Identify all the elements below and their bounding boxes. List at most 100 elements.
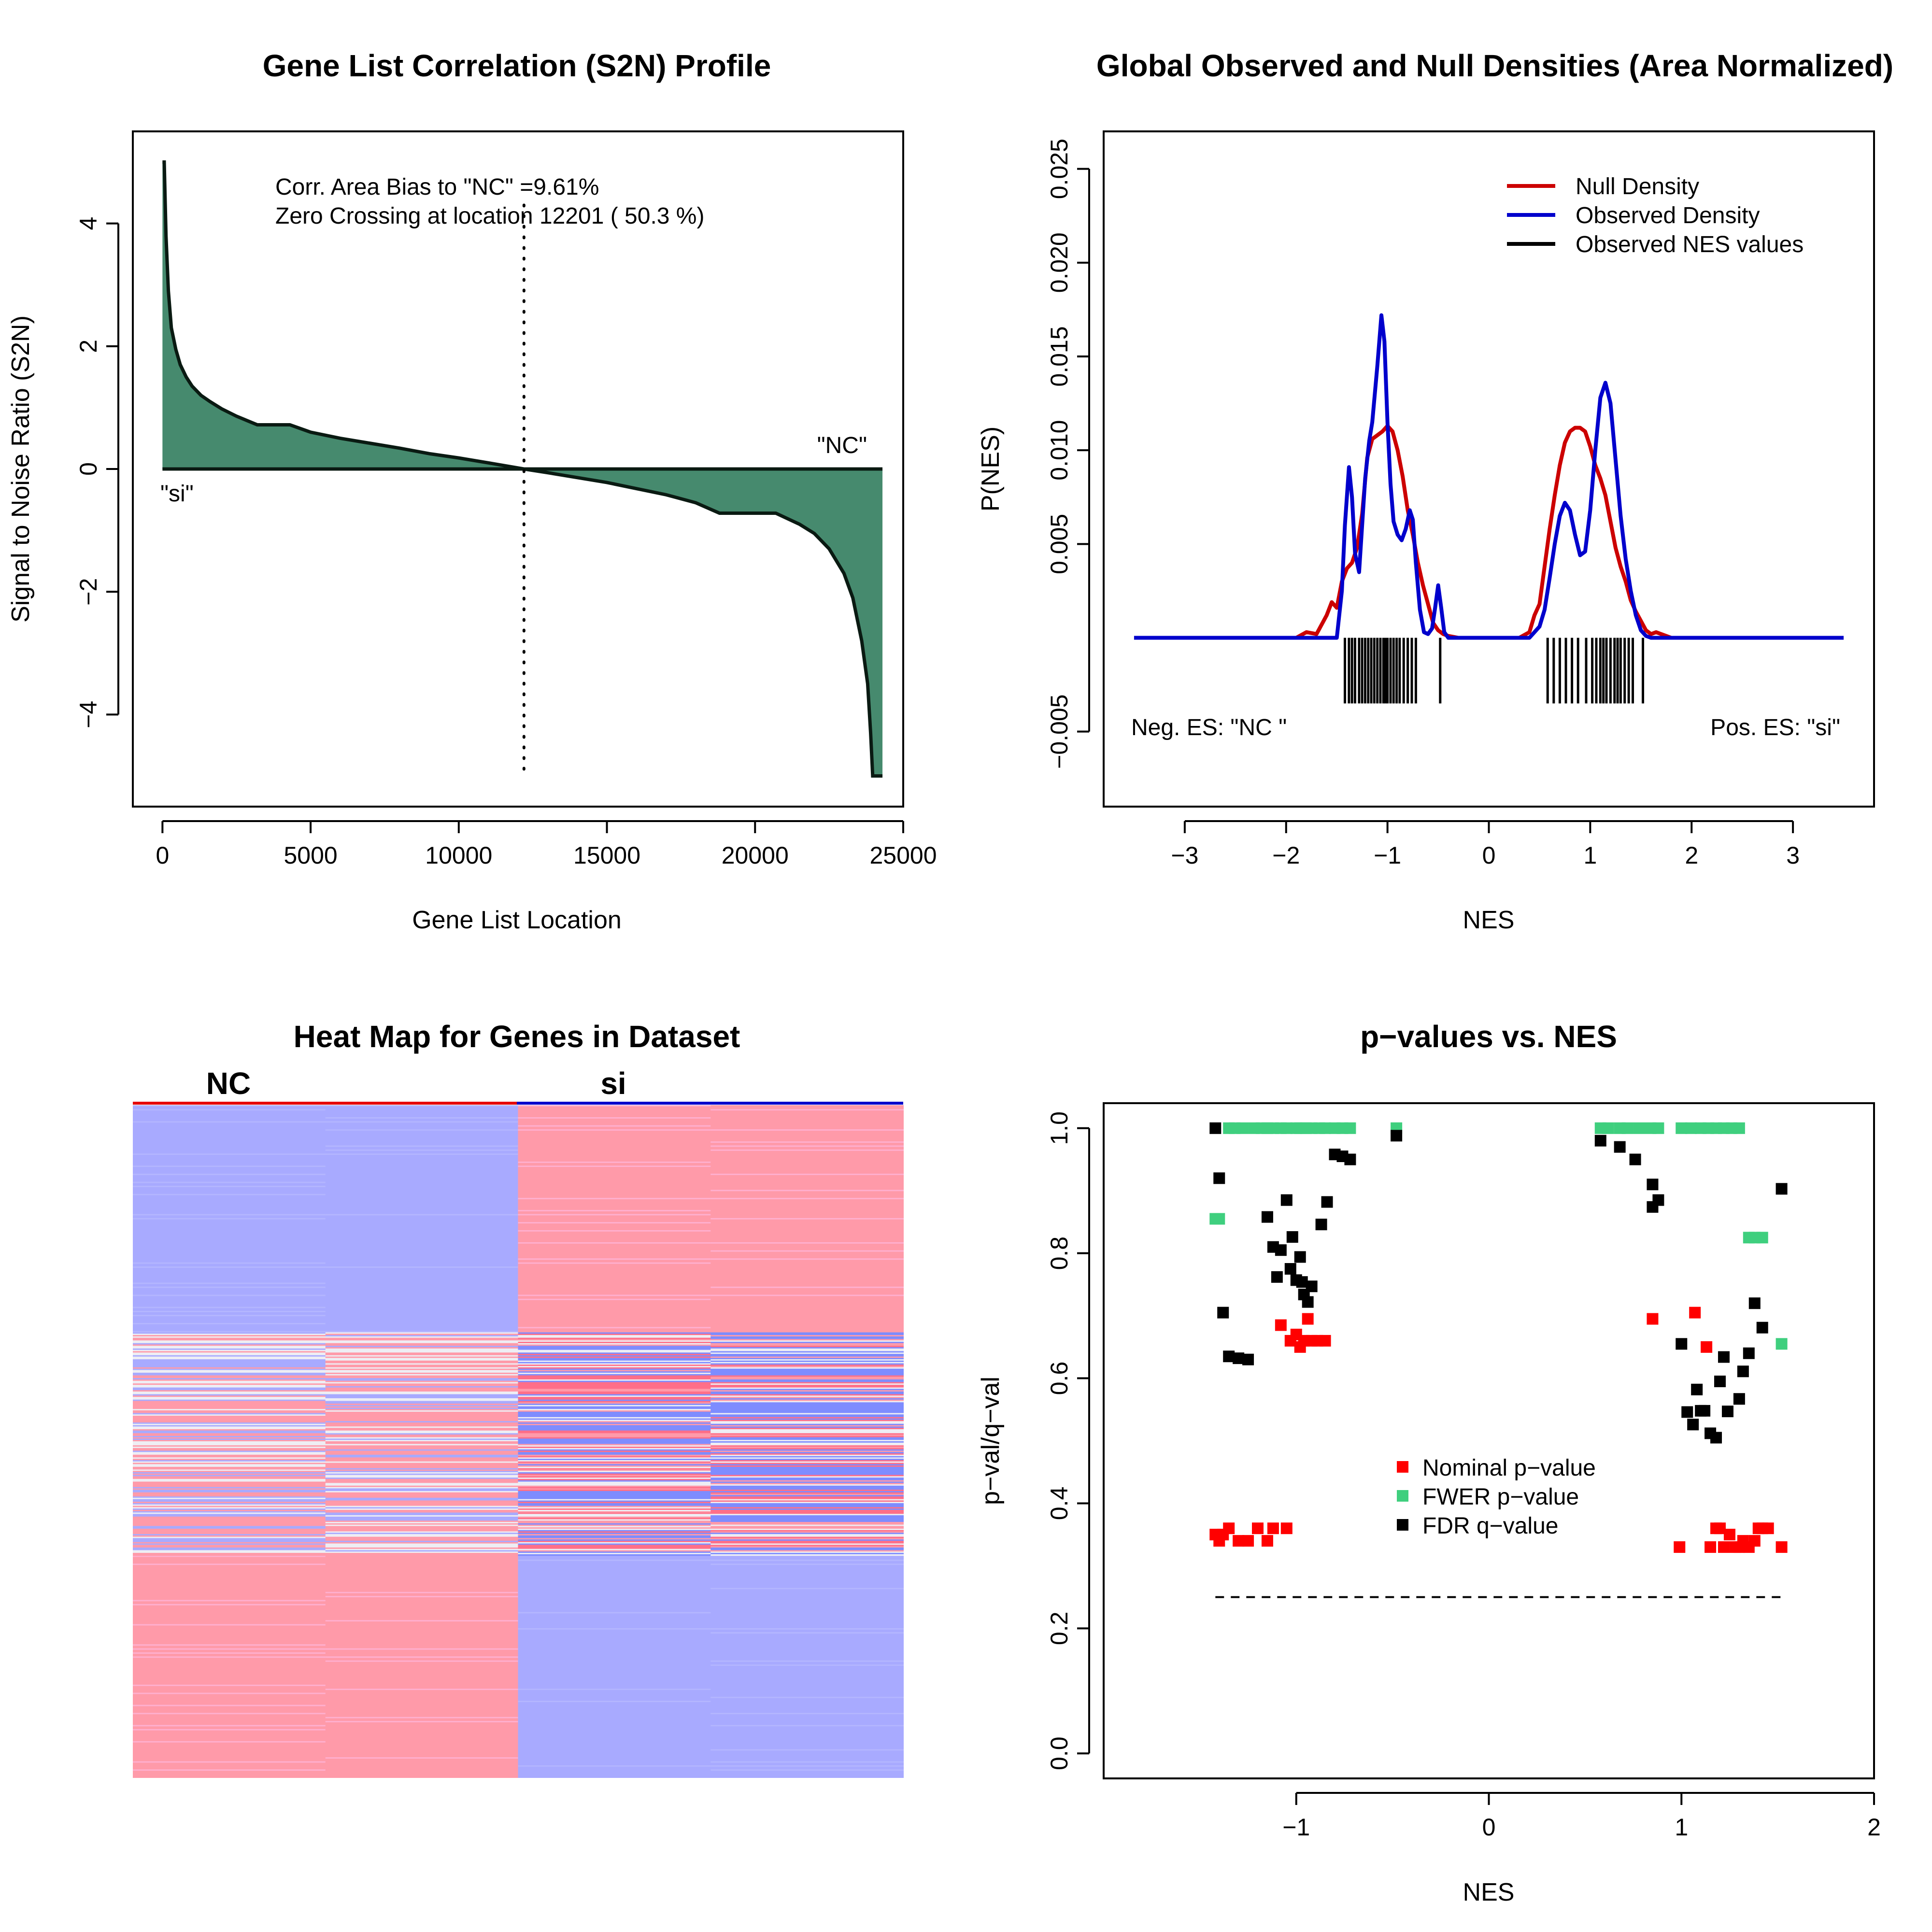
heatmap-row bbox=[133, 1469, 326, 1471]
heatmap-row bbox=[133, 1335, 326, 1337]
heatmap-row bbox=[133, 1413, 326, 1415]
heatmap-row bbox=[133, 1499, 326, 1501]
heatmap-row bbox=[710, 1530, 904, 1532]
heatmap-row bbox=[518, 1546, 711, 1548]
heatmap-row bbox=[133, 1492, 326, 1494]
fdr-qvalue-point bbox=[1286, 1231, 1298, 1243]
heatmap-row bbox=[325, 1336, 519, 1338]
heatmap-row bbox=[710, 1377, 904, 1378]
heatmap-row bbox=[518, 1480, 711, 1482]
heatmap-row bbox=[710, 1512, 904, 1514]
heatmap-row bbox=[710, 1526, 904, 1528]
heatmap-row bbox=[325, 1453, 519, 1455]
heatmap-row bbox=[710, 1411, 904, 1414]
heatmap-row bbox=[133, 1713, 326, 1715]
heatmap-row bbox=[325, 1542, 519, 1544]
heatmap-row bbox=[133, 1389, 326, 1391]
heatmap-row bbox=[518, 1242, 711, 1244]
heatmap-row bbox=[518, 1422, 711, 1424]
heatmap-row bbox=[133, 1542, 326, 1544]
heatmap-row bbox=[518, 1117, 711, 1119]
heatmap-row bbox=[518, 1344, 711, 1346]
heatmap-row bbox=[518, 1363, 711, 1365]
heatmap-row bbox=[133, 1478, 326, 1481]
heatmap-row bbox=[133, 1323, 326, 1324]
heatmap-row bbox=[518, 1367, 711, 1369]
heatmap-row bbox=[133, 1405, 326, 1407]
density-x-tick-label: −2 bbox=[1272, 842, 1300, 869]
heatmap-row bbox=[133, 1531, 326, 1533]
heatmap-row bbox=[133, 1475, 326, 1477]
heatmap-row bbox=[518, 1554, 711, 1556]
s2n-y-tick-label: 4 bbox=[75, 217, 102, 230]
heatmap-row bbox=[710, 1506, 904, 1508]
heatmap-row bbox=[325, 1441, 519, 1443]
heatmap-row bbox=[325, 1341, 519, 1344]
heatmap-row bbox=[710, 1488, 904, 1490]
heatmap-row bbox=[133, 1392, 326, 1395]
heatmap-row bbox=[710, 1360, 904, 1363]
heatmap-row bbox=[325, 1214, 519, 1216]
heatmap-row bbox=[133, 1367, 326, 1369]
heatmap-row bbox=[133, 1450, 326, 1452]
heatmap-row bbox=[325, 1337, 519, 1340]
heatmap-row bbox=[325, 1487, 519, 1489]
heatmap-row bbox=[710, 1493, 904, 1495]
heatmap-row bbox=[325, 1405, 519, 1407]
heatmap-row bbox=[518, 1411, 711, 1414]
heatmap-row bbox=[133, 1761, 326, 1763]
heatmap-row bbox=[325, 1497, 519, 1500]
heatmap-row bbox=[133, 1418, 326, 1421]
heatmap-row bbox=[133, 1214, 326, 1216]
heatmap-row bbox=[710, 1769, 904, 1771]
heatmap-row bbox=[325, 1121, 519, 1123]
density-y-tick-label: 0.015 bbox=[1046, 326, 1073, 386]
heatmap-row bbox=[133, 1545, 326, 1547]
heatmap-row bbox=[710, 1469, 904, 1471]
heatmap-row bbox=[133, 1382, 326, 1384]
heatmap-row bbox=[710, 1335, 904, 1337]
fdr-qvalue-point bbox=[1315, 1219, 1327, 1231]
heatmap-row bbox=[710, 1343, 904, 1345]
heatmap-row bbox=[710, 1461, 904, 1463]
heatmap-row bbox=[710, 1354, 904, 1356]
density-x-tick-label: 2 bbox=[1685, 842, 1698, 869]
fwer-pvalue-point bbox=[1756, 1232, 1768, 1244]
heatmap-row bbox=[710, 1407, 904, 1409]
heatmap-row bbox=[518, 1377, 711, 1378]
heatmap-row bbox=[133, 1453, 326, 1455]
heatmap-row bbox=[133, 1380, 326, 1383]
heatmap-row bbox=[325, 1422, 519, 1424]
heatmap-row bbox=[325, 1350, 519, 1352]
heatmap-row bbox=[133, 1725, 326, 1727]
heatmap-row bbox=[518, 1516, 711, 1519]
heatmap-row bbox=[325, 1471, 519, 1473]
heatmap-row bbox=[710, 1460, 904, 1462]
heatmap-row bbox=[710, 1425, 904, 1427]
heatmap-row bbox=[133, 1362, 326, 1364]
heatmap-row bbox=[710, 1402, 904, 1404]
heatmap-row bbox=[518, 1496, 711, 1498]
heatmap-row bbox=[325, 1145, 519, 1147]
heatmap-row bbox=[325, 1358, 519, 1360]
density-frame bbox=[1103, 130, 1875, 808]
heatmap-row bbox=[518, 1508, 711, 1510]
heatmap-row bbox=[133, 1518, 326, 1520]
heatmap-row bbox=[710, 1371, 904, 1373]
heatmap-row bbox=[518, 1426, 711, 1428]
heatmap-row bbox=[325, 1512, 519, 1514]
fdr-qvalue-point bbox=[1614, 1141, 1626, 1153]
fdr-qvalue-point bbox=[1306, 1280, 1318, 1293]
fdr-qvalue-point bbox=[1209, 1122, 1222, 1134]
heatmap-row bbox=[710, 1364, 904, 1366]
pvalue-y-tick-label: 0.8 bbox=[1046, 1236, 1073, 1270]
heatmap-row bbox=[518, 1527, 711, 1529]
heatmap-row bbox=[325, 1452, 519, 1454]
heatmap-row bbox=[710, 1334, 904, 1335]
pvalue-y-tick-label: 0.2 bbox=[1046, 1612, 1073, 1646]
heatmap-row bbox=[133, 1497, 326, 1500]
heatmap-row bbox=[325, 1379, 519, 1381]
heatmap-row bbox=[710, 1432, 904, 1434]
heatmap-row bbox=[133, 1344, 326, 1346]
heatmap-row bbox=[518, 1407, 711, 1409]
